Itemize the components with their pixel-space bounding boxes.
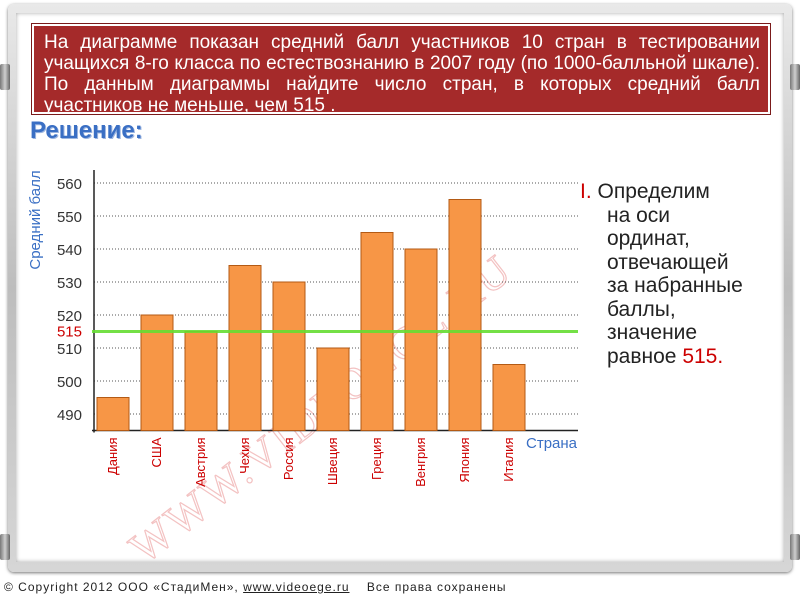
y-tick-label: 510 <box>57 341 82 358</box>
x-tick-label: Италия <box>501 438 516 482</box>
explanation-line-3: отвечающей <box>607 250 729 274</box>
highlight-label: 515 <box>57 324 82 341</box>
bar <box>140 314 174 431</box>
rights-text: Все права сохранены <box>366 580 507 594</box>
explanation-line-7: равное <box>607 344 677 368</box>
bar <box>448 199 482 431</box>
explanation-text: I. Определим на оси ординат, отвечающей … <box>580 180 780 368</box>
x-axis-title: Страна <box>526 435 578 452</box>
x-tick-label: Япония <box>457 438 472 483</box>
x-tick-label: Австрия <box>193 438 208 487</box>
y-tick-label: 520 <box>57 308 82 325</box>
frame-clip-left-top <box>0 64 10 90</box>
x-tick-label: Швеция <box>325 438 340 486</box>
bar <box>272 281 306 431</box>
y-tick-label: 490 <box>57 407 82 424</box>
explanation-line-0: Определим <box>597 180 710 203</box>
site-link[interactable]: www.videoege.ru <box>243 580 350 594</box>
task-statement: На диаграмме показан средний балл участн… <box>31 23 771 116</box>
x-tick-label: Венгрия <box>413 438 428 487</box>
frame-clip-left-bottom <box>0 534 10 560</box>
explanation-line-2: ординат, <box>607 227 690 250</box>
bar <box>404 248 438 431</box>
y-tick-label: 560 <box>57 176 82 193</box>
frame-clip-right-top <box>790 64 800 90</box>
bar <box>184 331 218 431</box>
x-tick-label: Чехия <box>237 438 252 474</box>
x-tick-label: США <box>149 437 164 467</box>
bar <box>228 265 262 431</box>
x-tick-label: Дания <box>105 438 120 476</box>
y-tick-label: 550 <box>57 209 82 226</box>
footer: © Copyright 2012 ООО «СтадиМен», www.vid… <box>4 580 794 594</box>
y-tick-label: 530 <box>57 275 82 292</box>
explanation-line-1: на оси <box>607 203 671 227</box>
x-tick-label: Россия <box>281 438 296 481</box>
y-axis-title: Средний балл <box>27 170 44 269</box>
explanation-line-6: значение <box>607 321 698 344</box>
bar <box>492 364 526 431</box>
frame-clip-right-bottom <box>790 534 800 560</box>
explanation-line-4: за набранные <box>607 274 743 297</box>
solution-title: Решение: <box>30 117 143 144</box>
y-tick-label: 500 <box>57 374 82 391</box>
highlight-value: 515. <box>682 344 724 368</box>
explanation-line-5: баллы, <box>607 297 676 321</box>
bar <box>96 397 130 431</box>
x-tick-label: Греция <box>369 438 384 481</box>
y-tick-label: 540 <box>57 242 82 259</box>
bar <box>316 347 350 431</box>
step-number: I. <box>580 180 592 203</box>
copyright-text: © Copyright 2012 ООО «СтадиМен», <box>4 580 239 594</box>
